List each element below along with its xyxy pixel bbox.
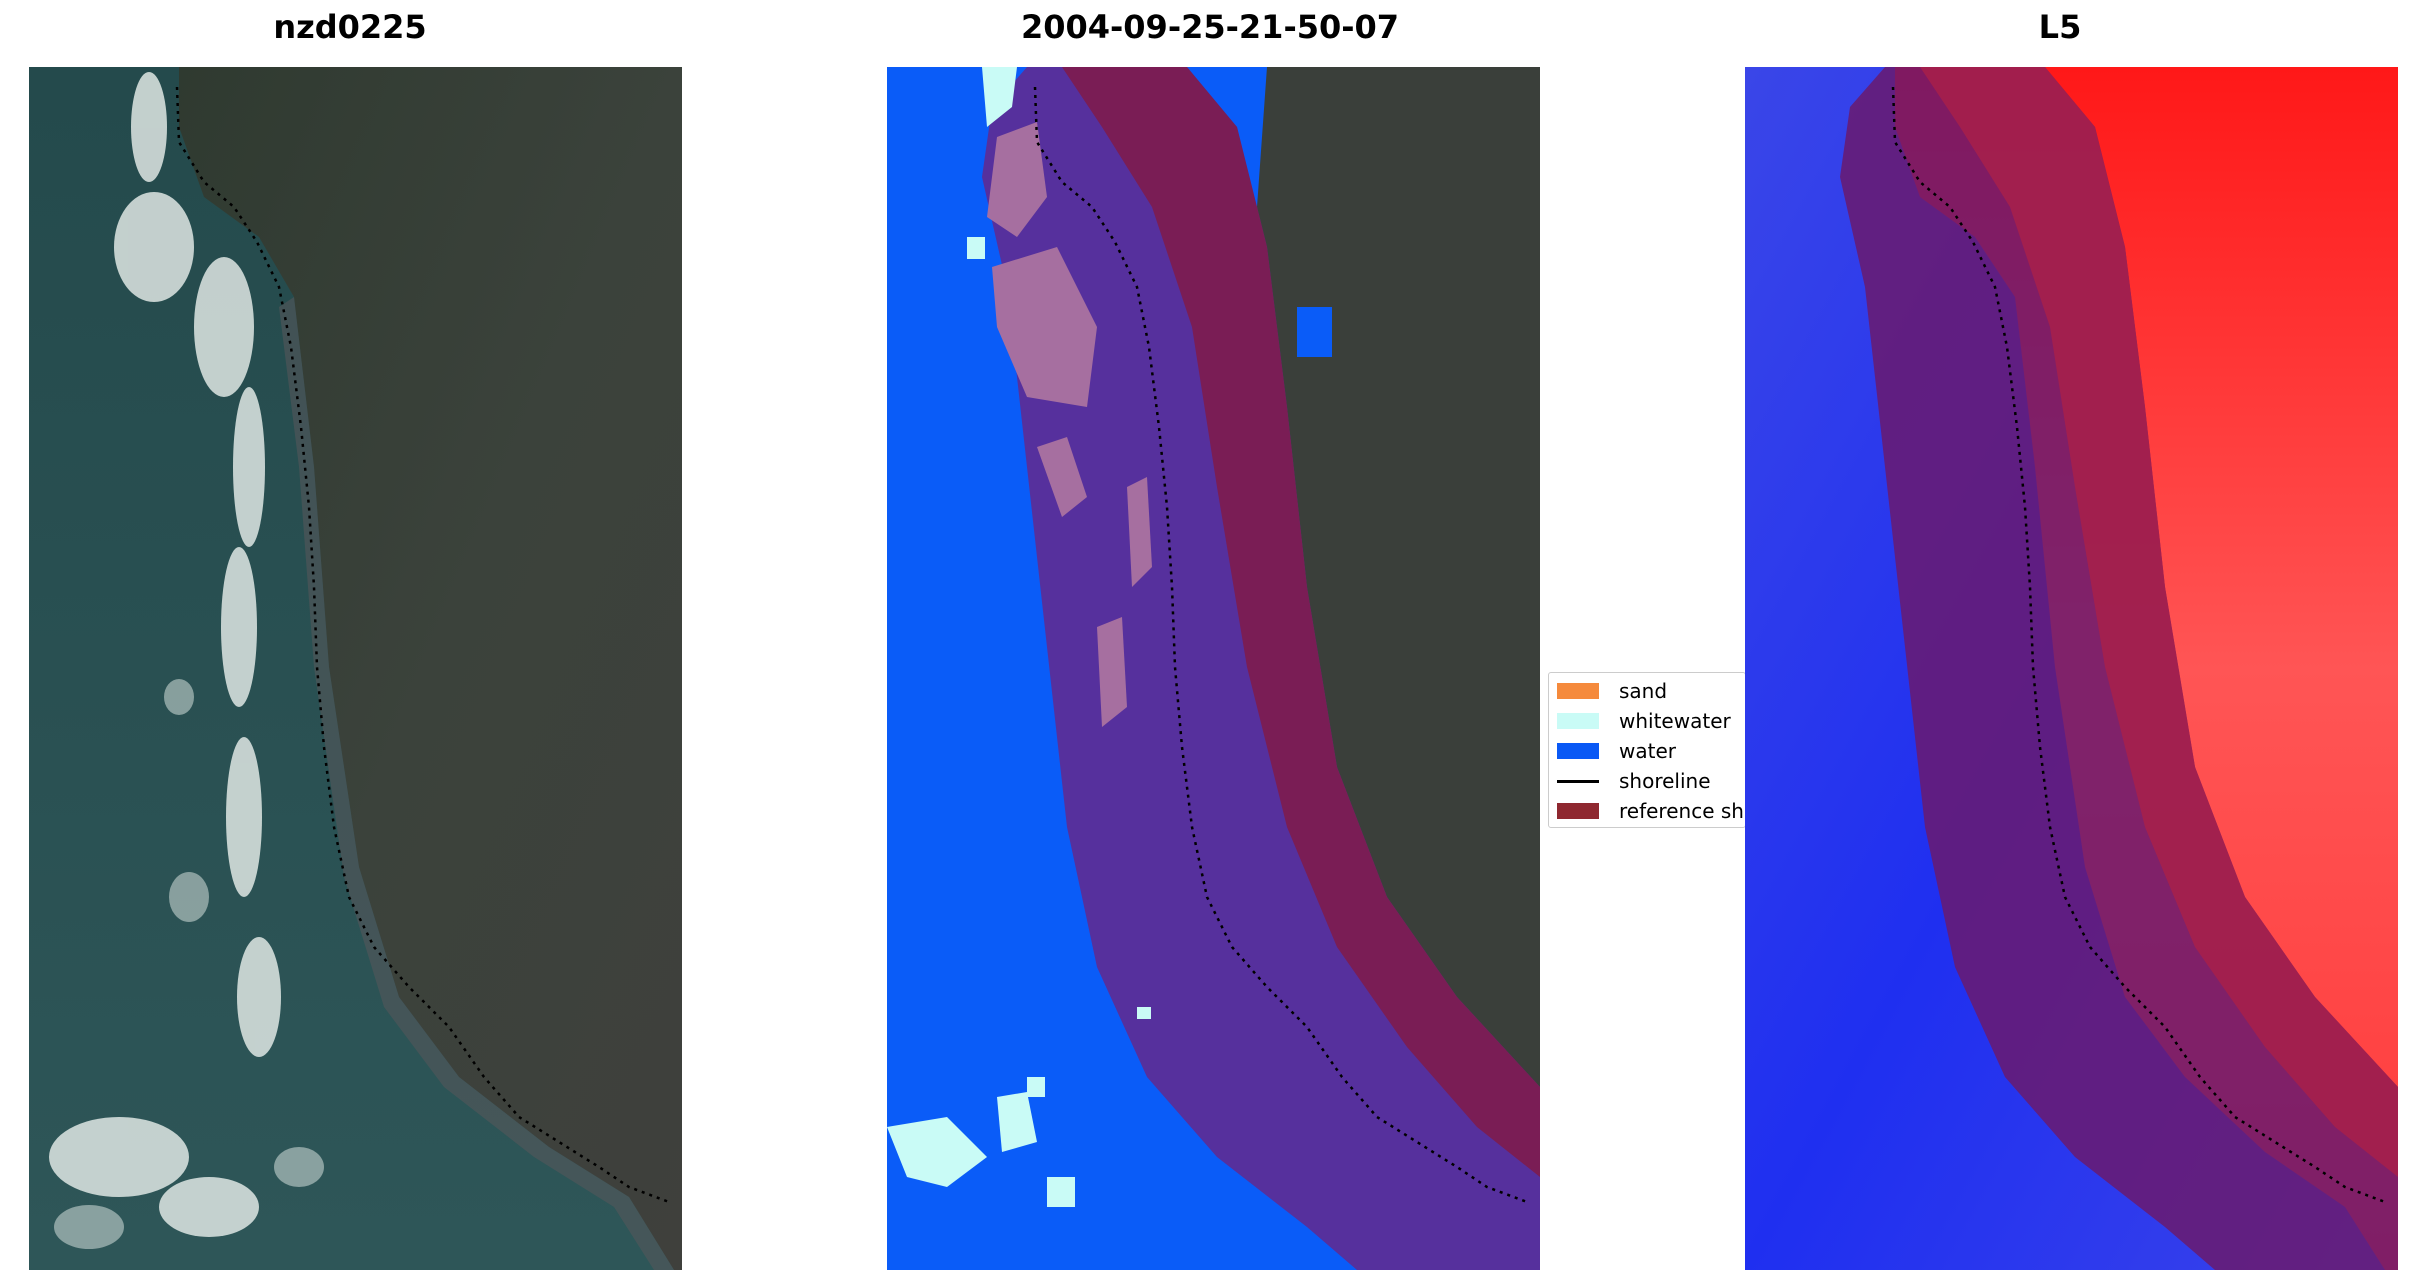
panel-title-date: 2004-09-25-21-50-07	[1020, 8, 1400, 46]
legend-label: reference sh	[1619, 799, 1744, 823]
index-panel	[1745, 67, 2398, 1270]
panel-title-image: nzd0225	[273, 8, 427, 46]
classification-panel	[887, 67, 1540, 1270]
panel-title-index: L5	[2038, 8, 2082, 46]
whitewater-swatch	[1557, 713, 1599, 729]
legend-item-shoreline: shoreline	[1557, 767, 1711, 795]
legend-item-water: water	[1557, 737, 1676, 765]
rgb-satellite-image	[29, 67, 682, 1270]
water-swatch	[1557, 743, 1599, 759]
rgb-satellite-panel	[29, 67, 682, 1270]
shoreline-swatch	[1557, 779, 1599, 783]
legend-label: whitewater	[1619, 709, 1731, 733]
classification-image	[887, 67, 1540, 1270]
shoreline-line	[175, 86, 670, 1204]
legend-label: shoreline	[1619, 769, 1711, 793]
legend-label: sand	[1619, 679, 1668, 703]
legend: sand whitewater water shoreline referenc…	[1548, 672, 1746, 828]
shoreline-line	[1033, 86, 1528, 1204]
sand-swatch	[1557, 683, 1599, 699]
legend-item-sand: sand	[1557, 677, 1667, 705]
legend-label: water	[1619, 739, 1676, 763]
shoreline-line	[1891, 86, 2386, 1204]
legend-item-reference: reference sh	[1557, 797, 1744, 825]
reference-swatch	[1557, 803, 1599, 819]
index-image	[1745, 67, 2398, 1270]
legend-item-whitewater: whitewater	[1557, 707, 1731, 735]
